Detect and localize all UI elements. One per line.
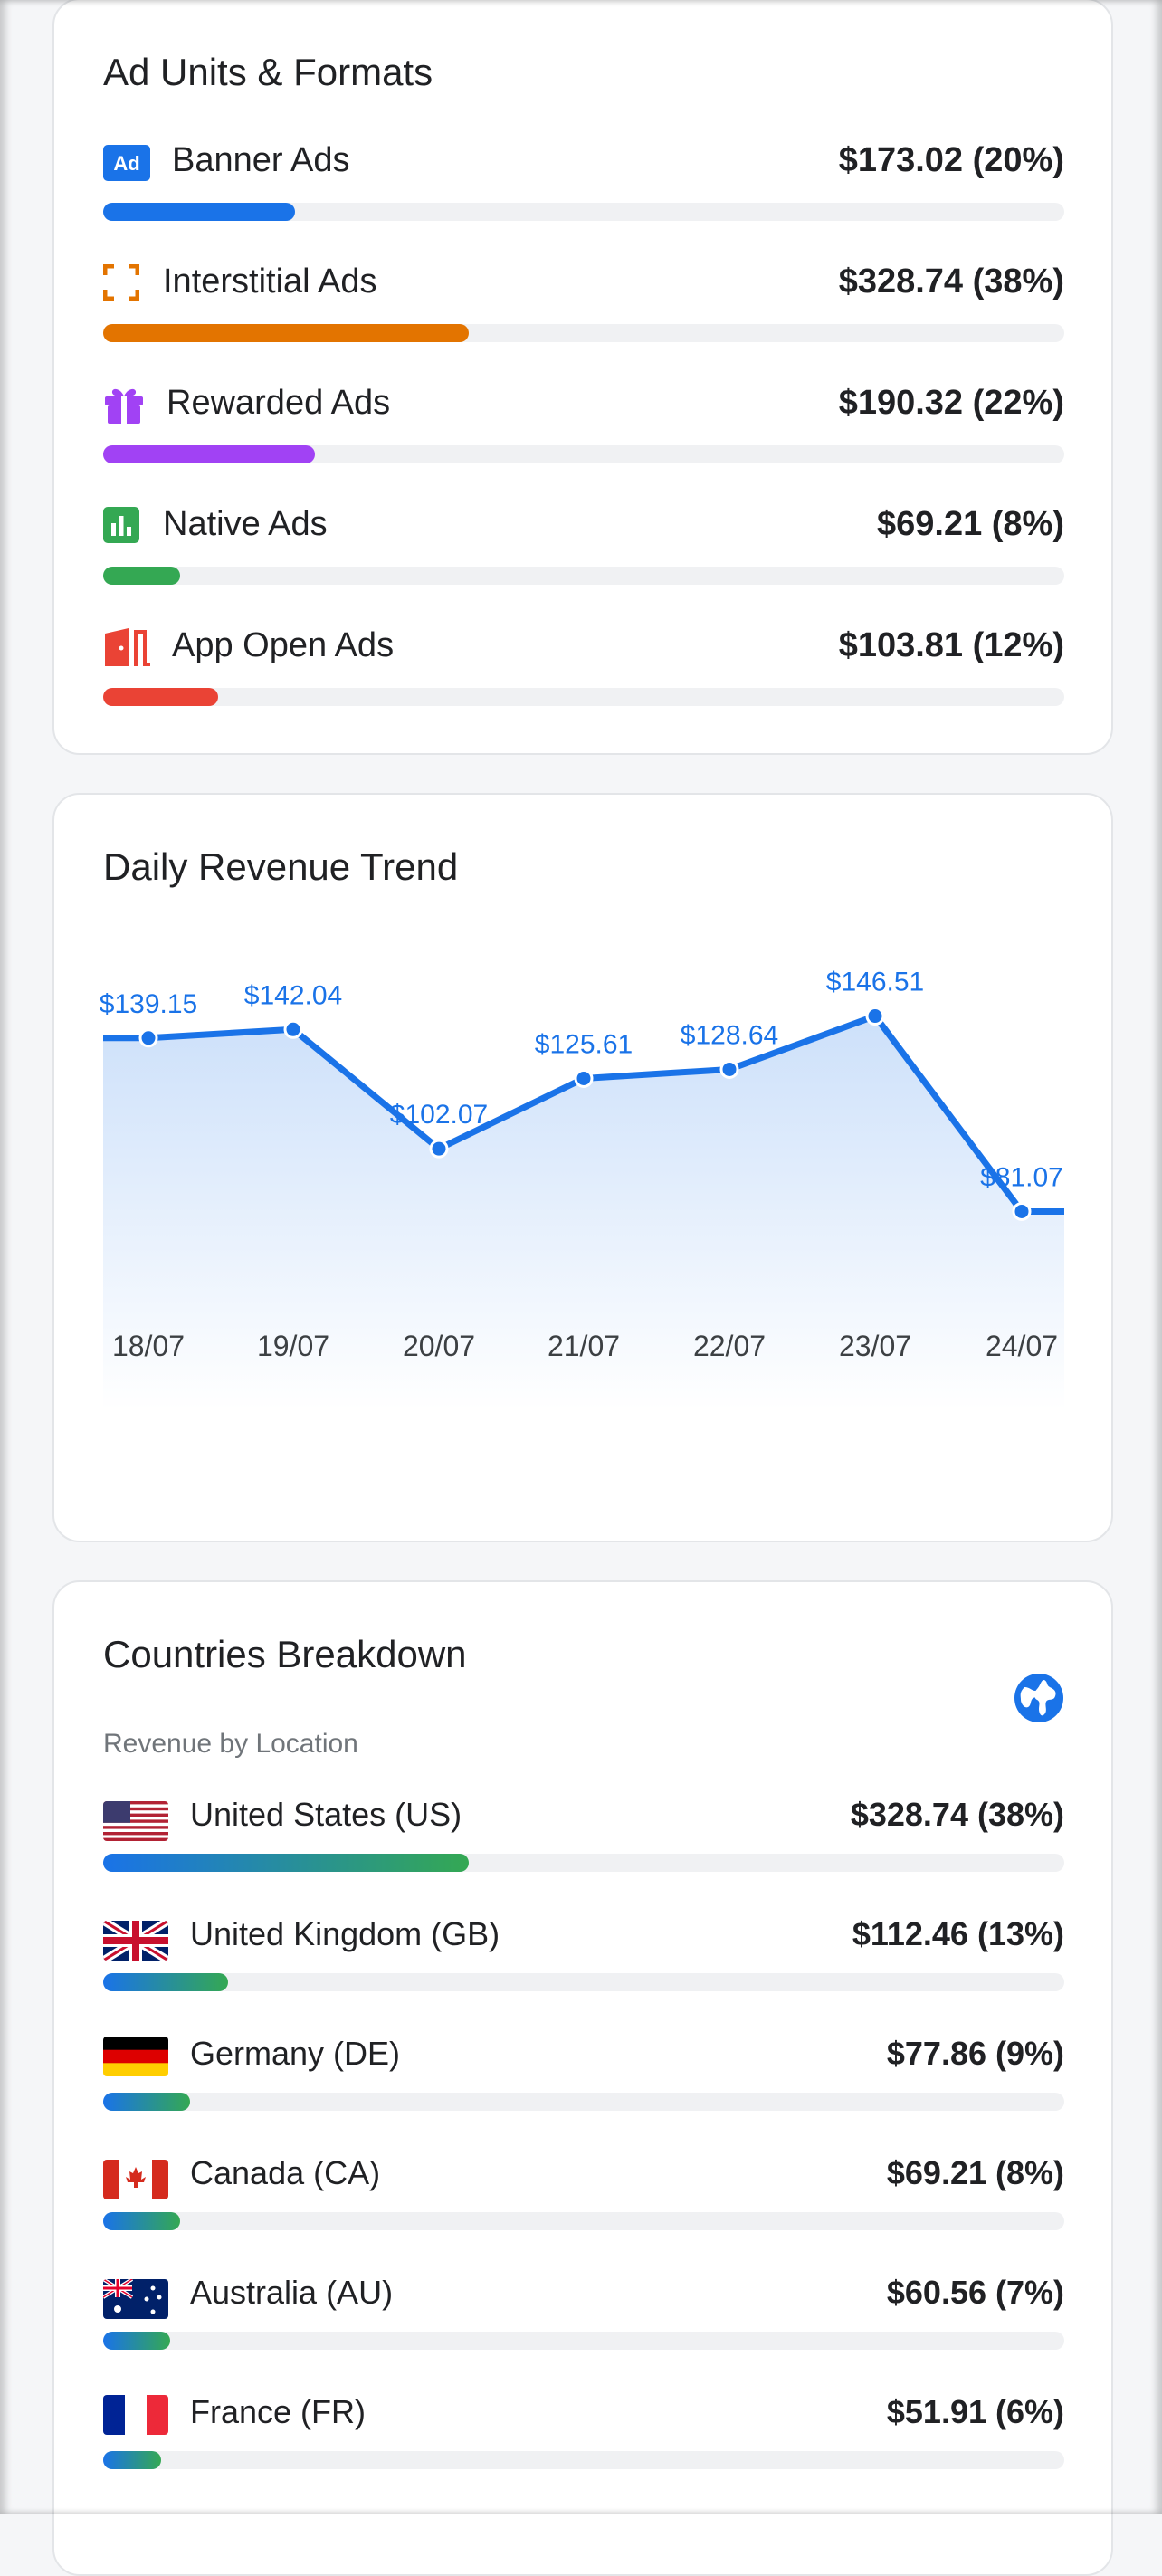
trend-point[interactable] bbox=[138, 1028, 158, 1048]
country-row-fr[interactable]: France (FR) $51.91 (6%) bbox=[103, 2393, 1064, 2475]
ad-unit-label: Native Ads bbox=[163, 505, 328, 543]
trend-x-tick-label: 22/07 bbox=[693, 1330, 766, 1362]
trend-area bbox=[103, 1016, 1064, 1410]
de-flag-icon bbox=[103, 2037, 168, 2076]
ad-unit-value: $69.21 (8%) bbox=[876, 505, 1064, 543]
ad-unit-progress-track bbox=[103, 688, 1064, 706]
ad-unit-row-rewarded[interactable]: Rewarded Ads $190.32 (22%) bbox=[103, 384, 1064, 465]
country-label: Germany (DE) bbox=[190, 2035, 401, 2072]
country-row-gb[interactable]: United Kingdom (GB) $112.46 (13%) bbox=[103, 1915, 1064, 1997]
ad-unit-progress-track bbox=[103, 445, 1064, 463]
trend-point[interactable] bbox=[429, 1139, 449, 1159]
trend-data-label: $125.61 bbox=[535, 1029, 633, 1059]
country-value: $60.56 (7%) bbox=[886, 2274, 1064, 2311]
trend-data-label: $128.64 bbox=[681, 1020, 778, 1050]
country-progress-fill bbox=[103, 2332, 171, 2350]
fr-flag-icon bbox=[103, 2395, 168, 2435]
ad-unit-row-app-open[interactable]: App Open Ads $103.81 (12%) bbox=[103, 626, 1064, 708]
countries-card: Countries Breakdown Revenue by Location … bbox=[52, 1580, 1113, 2576]
country-row-us[interactable]: United States (US) $328.74 (38%) bbox=[103, 1796, 1064, 1877]
trend-data-label: $139.15 bbox=[100, 989, 197, 1019]
ca-flag-icon bbox=[103, 2160, 168, 2199]
country-label: France (FR) bbox=[190, 2393, 367, 2430]
ad-unit-progress-track bbox=[103, 324, 1064, 342]
us-flag-icon bbox=[103, 1801, 168, 1841]
trend-data-label: $142.04 bbox=[244, 980, 342, 1010]
ad-unit-progress-track bbox=[103, 203, 1064, 221]
countries-title: Countries Breakdown bbox=[103, 1633, 467, 1675]
ad-unit-value: $190.32 (22%) bbox=[838, 384, 1064, 422]
country-progress-fill bbox=[103, 2451, 161, 2469]
gb-flag-icon bbox=[103, 1921, 168, 1961]
trend-x-tick-label: 20/07 bbox=[403, 1330, 475, 1362]
country-value: $69.21 (8%) bbox=[886, 2154, 1064, 2191]
trend-data-label: $146.51 bbox=[826, 968, 924, 997]
country-value: $51.91 (6%) bbox=[886, 2393, 1064, 2430]
ad-units-card: Ad Units & Formats Ad Banner Ads $173.02… bbox=[52, 0, 1113, 755]
trend-point[interactable] bbox=[865, 1007, 885, 1026]
trend-data-label: $102.07 bbox=[390, 1100, 488, 1130]
gift-icon bbox=[103, 384, 145, 430]
country-progress-fill bbox=[103, 1854, 469, 1872]
ad-units-title: Ad Units & Formats bbox=[103, 51, 433, 93]
country-label: United Kingdom (GB) bbox=[190, 1915, 500, 1952]
revenue-trend-chart[interactable]: $139.15 18/07 $142.04 19/07 $102.07 20/07 $125… bbox=[54, 849, 1115, 1537]
trend-point[interactable] bbox=[719, 1059, 739, 1079]
ad-unit-row-banner[interactable]: Ad Banner Ads $173.02 (20%) bbox=[103, 141, 1064, 223]
fullscreen-corners-icon bbox=[102, 263, 140, 305]
country-value: $77.86 (9%) bbox=[886, 2035, 1064, 2072]
ad-unit-progress-track bbox=[103, 567, 1064, 585]
ad-unit-progress-fill bbox=[103, 567, 180, 585]
ad-unit-row-interstitial[interactable]: Interstitial Ads $328.74 (38%) bbox=[102, 262, 1064, 344]
trend-point[interactable] bbox=[574, 1068, 594, 1088]
globe-icon[interactable] bbox=[1014, 1673, 1064, 1728]
country-progress-track bbox=[103, 2093, 1064, 2111]
country-progress-track bbox=[103, 2451, 1064, 2469]
country-value: $328.74 (38%) bbox=[850, 1796, 1064, 1833]
ad-unit-label: Interstitial Ads bbox=[163, 262, 377, 301]
country-progress-track bbox=[103, 1973, 1064, 1991]
trend-x-tick-label: 23/07 bbox=[839, 1330, 911, 1362]
country-label: Canada (CA) bbox=[190, 2154, 381, 2191]
country-progress-fill bbox=[103, 1973, 229, 1991]
trend-x-tick-label: 19/07 bbox=[257, 1330, 329, 1362]
ad-unit-progress-fill bbox=[103, 324, 469, 342]
country-row-au[interactable]: Australia (AU) $60.56 (7%) bbox=[103, 2274, 1064, 2355]
revenue-trend-title: Daily Revenue Trend bbox=[103, 845, 459, 888]
countries-subtitle: Revenue by Location bbox=[103, 1729, 358, 1759]
ad-unit-value: $328.74 (38%) bbox=[838, 262, 1064, 301]
au-flag-icon bbox=[103, 2279, 168, 2319]
country-progress-track bbox=[103, 2212, 1064, 2230]
ad-unit-label: App Open Ads bbox=[172, 626, 395, 664]
ad-unit-label: Rewarded Ads bbox=[167, 384, 391, 422]
revenue-trend-card: Daily Revenue Trend $139.15 18/07 $142.04 1… bbox=[52, 793, 1113, 1542]
trend-point[interactable] bbox=[283, 1019, 303, 1039]
ad-unit-value: $173.02 (20%) bbox=[838, 141, 1064, 179]
country-value: $112.46 (13%) bbox=[852, 1915, 1064, 1952]
country-label: Australia (AU) bbox=[190, 2274, 394, 2311]
bar-chart-icon bbox=[103, 507, 139, 548]
country-progress-fill bbox=[103, 2212, 180, 2230]
ad-unit-label: Banner Ads bbox=[172, 141, 350, 179]
trend-data-label: $81.07 bbox=[980, 1162, 1063, 1192]
door-open-icon bbox=[103, 626, 150, 673]
trend-x-tick-label: 21/07 bbox=[548, 1330, 620, 1362]
country-label: United States (US) bbox=[190, 1796, 462, 1833]
country-row-de[interactable]: Germany (DE) $77.86 (9%) bbox=[103, 2035, 1064, 2116]
country-progress-track bbox=[103, 1854, 1064, 1872]
svg-text:Ad: Ad bbox=[113, 152, 139, 175]
trend-x-tick-label: 24/07 bbox=[986, 1330, 1058, 1362]
country-row-ca[interactable]: Canada (CA) $69.21 (8%) bbox=[103, 2154, 1064, 2236]
country-progress-track bbox=[103, 2332, 1064, 2350]
ad-unit-progress-fill bbox=[103, 203, 296, 221]
country-progress-fill bbox=[103, 2093, 190, 2111]
ad-unit-progress-fill bbox=[103, 445, 315, 463]
ad-unit-value: $103.81 (12%) bbox=[838, 626, 1064, 664]
trend-x-tick-label: 18/07 bbox=[112, 1330, 185, 1362]
trend-point[interactable] bbox=[1012, 1201, 1032, 1221]
ad-badge-icon: Ad bbox=[103, 145, 150, 186]
ad-unit-row-native[interactable]: Native Ads $69.21 (8%) bbox=[103, 505, 1064, 587]
ad-unit-progress-fill bbox=[103, 688, 219, 706]
